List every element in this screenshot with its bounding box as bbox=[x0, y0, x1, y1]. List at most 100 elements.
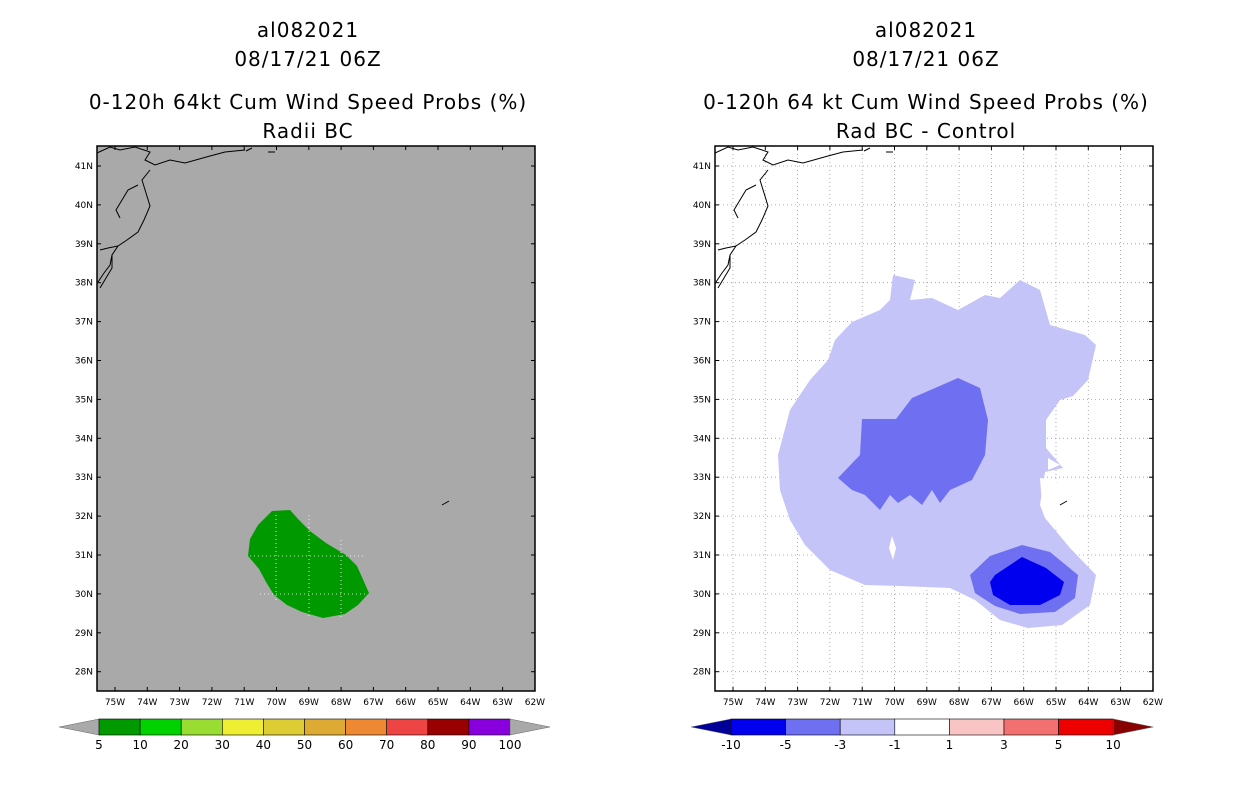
right-colorbar-swatch bbox=[894, 718, 950, 736]
right-lon-label: 70W bbox=[884, 698, 904, 708]
left-lat-label: 41N bbox=[75, 162, 93, 172]
right-lon-label: 72W bbox=[820, 698, 840, 708]
right-datetime: 08/17/21 06Z bbox=[852, 47, 1000, 71]
right-lon-label: 67W bbox=[981, 698, 1001, 708]
left-lon-label: 64W bbox=[460, 698, 480, 708]
left-storm-id: al082021 bbox=[256, 18, 360, 42]
right-coastline bbox=[714, 146, 893, 289]
left-colorbar-over bbox=[509, 718, 551, 736]
left-colorbar: 5 10 20 30 40 50 60 70 80 90 100 bbox=[58, 718, 551, 752]
right-colorbar-swatch bbox=[839, 718, 896, 736]
left-lon-label: 68W bbox=[331, 698, 351, 708]
left-lat-label: 33N bbox=[75, 473, 93, 483]
left-coastline bbox=[96, 146, 275, 289]
left-colorbar-label: 100 bbox=[499, 738, 522, 752]
right-white-hole-1 bbox=[1070, 280, 1076, 290]
left-colorbar-label: 90 bbox=[461, 738, 476, 752]
left-lat-label: 29N bbox=[75, 629, 93, 639]
right-colorbar-label: -1 bbox=[889, 738, 901, 752]
left-colorbar-swatch bbox=[180, 718, 223, 736]
right-colorbar-label: 5 bbox=[1055, 738, 1063, 752]
left-lat-label: 35N bbox=[75, 395, 93, 405]
right-storm-id: al082021 bbox=[874, 18, 978, 42]
right-colorbar-label: -3 bbox=[834, 738, 846, 752]
left-colorbar-under bbox=[58, 718, 100, 736]
left-product-title: 0-120h 64kt Cum Wind Speed Probs (%) bbox=[88, 90, 528, 114]
left-colorbar-swatch bbox=[139, 718, 182, 736]
right-colorbar-label: 1 bbox=[946, 738, 954, 752]
left-colorbar-swatch bbox=[222, 718, 264, 736]
left-colorbar-label: 30 bbox=[215, 738, 230, 752]
right-island bbox=[1059, 500, 1068, 506]
left-lat-label: 30N bbox=[75, 590, 93, 600]
right-lon-label: 74W bbox=[755, 698, 775, 708]
left-lat-label: 38N bbox=[75, 279, 93, 289]
right-prob-diff-dark-region bbox=[990, 557, 1064, 605]
left-prob-5-10-region bbox=[248, 510, 369, 618]
right-lat-label: 35N bbox=[693, 395, 711, 405]
right-colorbar: -10 -5 -3 -1 1 3 5 10 bbox=[690, 718, 1154, 752]
left-subtitle: Radii BC bbox=[262, 119, 354, 143]
left-colorbar-swatch bbox=[468, 718, 511, 736]
left-datetime: 08/17/21 06Z bbox=[234, 47, 382, 71]
left-lon-label: 63W bbox=[492, 698, 512, 708]
left-island bbox=[441, 500, 450, 506]
right-colorbar-label: -10 bbox=[721, 738, 741, 752]
right-lon-label: 64W bbox=[1078, 698, 1098, 708]
left-lon-label: 71W bbox=[234, 698, 254, 708]
right-colorbar-label: 3 bbox=[1000, 738, 1008, 752]
left-axis-ticks: 41N 40N 39N 38N 37N 36N 35N 34N 33N 32N 31N 30N 29N 2… bbox=[75, 146, 545, 708]
left-lat-label: 28N bbox=[75, 668, 93, 678]
left-lon-label: 74W bbox=[137, 698, 157, 708]
right-white-hole-5 bbox=[889, 536, 896, 560]
left-lat-label: 37N bbox=[75, 318, 93, 328]
left-lon-label: 72W bbox=[202, 698, 222, 708]
left-lon-label: 75W bbox=[105, 698, 125, 708]
right-lat-label: 33N bbox=[693, 473, 711, 483]
left-colorbar-swatch bbox=[98, 718, 141, 736]
right-white-hole-3 bbox=[1048, 458, 1060, 470]
right-lat-label: 36N bbox=[693, 357, 711, 367]
left-lon-label: 66W bbox=[396, 698, 416, 708]
right-lat-label: 30N bbox=[693, 590, 711, 600]
right-map-frame bbox=[714, 145, 1154, 692]
right-lon-label: 66W bbox=[1014, 698, 1034, 708]
left-colorbar-swatch bbox=[345, 718, 388, 736]
right-lat-label: 41N bbox=[693, 162, 711, 172]
left-colorbar-label: 20 bbox=[174, 738, 189, 752]
right-lat-label: 40N bbox=[693, 201, 711, 211]
right-axis-ticks: 41N 40N 39N 38N 37N 36N 35N 34N 33N 32N 31N 30N 29N 2… bbox=[693, 146, 1163, 708]
right-colorbar-swatch bbox=[730, 718, 786, 736]
right-product-title: 0-120h 64 kt Cum Wind Speed Probs (%) bbox=[703, 90, 1149, 114]
right-colorbar-over bbox=[1112, 718, 1154, 736]
right-colorbar-swatch bbox=[1003, 718, 1059, 736]
right-colorbar-swatch bbox=[1058, 718, 1114, 736]
right-subtitle: Rad BC - Control bbox=[835, 119, 1017, 143]
left-lon-label: 62W bbox=[525, 698, 545, 708]
left-lat-label: 40N bbox=[75, 201, 93, 211]
left-colorbar-swatch bbox=[263, 718, 305, 736]
right-lon-label: 71W bbox=[852, 698, 872, 708]
right-white-hole-4 bbox=[1040, 478, 1070, 530]
right-lat-label: 28N bbox=[693, 668, 711, 678]
left-colorbar-swatch bbox=[304, 718, 346, 736]
left-grid-dots bbox=[250, 515, 368, 617]
right-colorbar-swatch bbox=[785, 718, 841, 736]
left-lon-label: 67W bbox=[363, 698, 383, 708]
right-colorbar-label: -5 bbox=[780, 738, 792, 752]
left-colorbar-label: 10 bbox=[132, 738, 147, 752]
right-lat-label: 38N bbox=[693, 279, 711, 289]
left-colorbar-label: 70 bbox=[379, 738, 394, 752]
right-colorbar-label: 10 bbox=[1106, 738, 1121, 752]
left-colorbar-swatch bbox=[427, 718, 470, 736]
left-lon-label: 65W bbox=[428, 698, 448, 708]
right-map: 41N 40N 39N 38N 37N 36N 35N 34N 33N 32N 31N 30N 29N 2… bbox=[690, 145, 1163, 752]
right-prob-diff-medium-region-north bbox=[838, 378, 988, 510]
left-lat-label: 31N bbox=[75, 551, 93, 561]
left-lon-label: 69W bbox=[299, 698, 319, 708]
left-colorbar-swatch bbox=[386, 718, 429, 736]
right-lon-label: 62W bbox=[1143, 698, 1163, 708]
right-lon-label: 73W bbox=[787, 698, 807, 708]
right-lat-label: 34N bbox=[693, 434, 711, 444]
